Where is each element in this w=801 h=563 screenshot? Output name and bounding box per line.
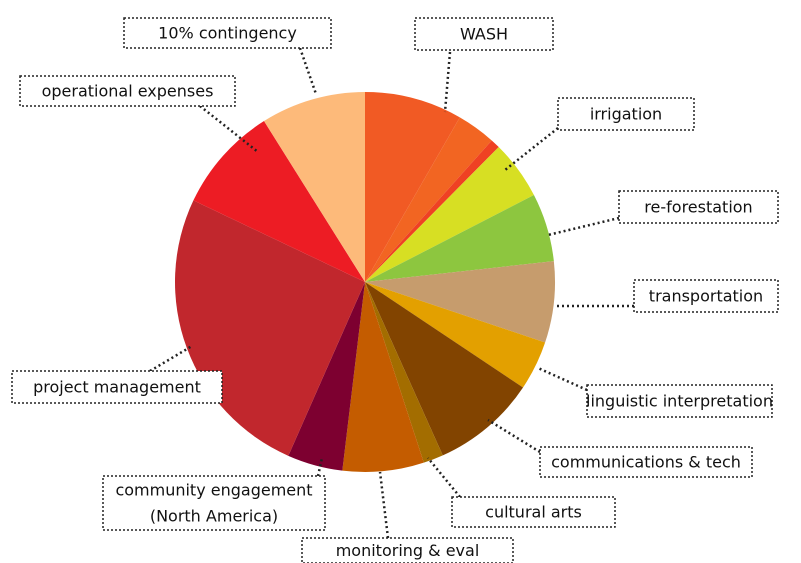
pie-slice [365, 282, 546, 388]
pie-slice [365, 261, 555, 343]
slice-label: re-forestation [644, 198, 752, 217]
leader-line [547, 216, 620, 237]
pie-slice [193, 121, 365, 282]
slice-label: 10% contingency [158, 24, 297, 43]
label-box [102, 475, 326, 531]
pie-slice [264, 92, 365, 282]
pie-slice [365, 117, 492, 282]
pie-slice [365, 282, 524, 456]
label-box [123, 17, 332, 49]
slice-label: linguistic interpretation [586, 392, 773, 411]
pie-slice [288, 282, 365, 471]
leader-line [149, 344, 193, 373]
label-box [539, 446, 753, 478]
slice-label: cultural arts [485, 503, 582, 522]
pie-slice [174, 200, 365, 456]
pie-slice [365, 282, 443, 463]
slice-label: irrigation [590, 105, 662, 124]
leader-line [504, 127, 559, 171]
slice-label: operational expenses [42, 82, 214, 101]
pie-slice [365, 140, 499, 282]
label-box [451, 496, 616, 528]
label-box [414, 17, 554, 51]
leader-line [443, 51, 452, 113]
leader-line [537, 366, 588, 392]
label-box [19, 75, 236, 107]
slice-label: community engagement [115, 481, 312, 500]
label-box [11, 370, 223, 404]
label-box [633, 279, 779, 313]
slice-label: (North America) [150, 507, 278, 526]
leader-line [378, 471, 390, 539]
pie-slice [365, 92, 460, 282]
label-box [618, 190, 779, 224]
leader-line [316, 457, 324, 477]
label-box [557, 97, 695, 131]
label-box [301, 537, 514, 563]
leader-line [427, 457, 461, 498]
slice-label: WASH [460, 25, 508, 44]
leader-line [199, 105, 259, 153]
slice-label: project management [33, 378, 201, 397]
leader-line [487, 418, 541, 454]
slice-label: communications & tech [551, 453, 741, 472]
slice-label: transportation [649, 287, 763, 306]
pie-slice [342, 282, 424, 472]
label-box [586, 384, 773, 418]
pie-slice [365, 195, 554, 282]
slice-label: monitoring & eval [336, 541, 480, 560]
leader-line [298, 47, 318, 95]
pie-slice [365, 147, 534, 282]
